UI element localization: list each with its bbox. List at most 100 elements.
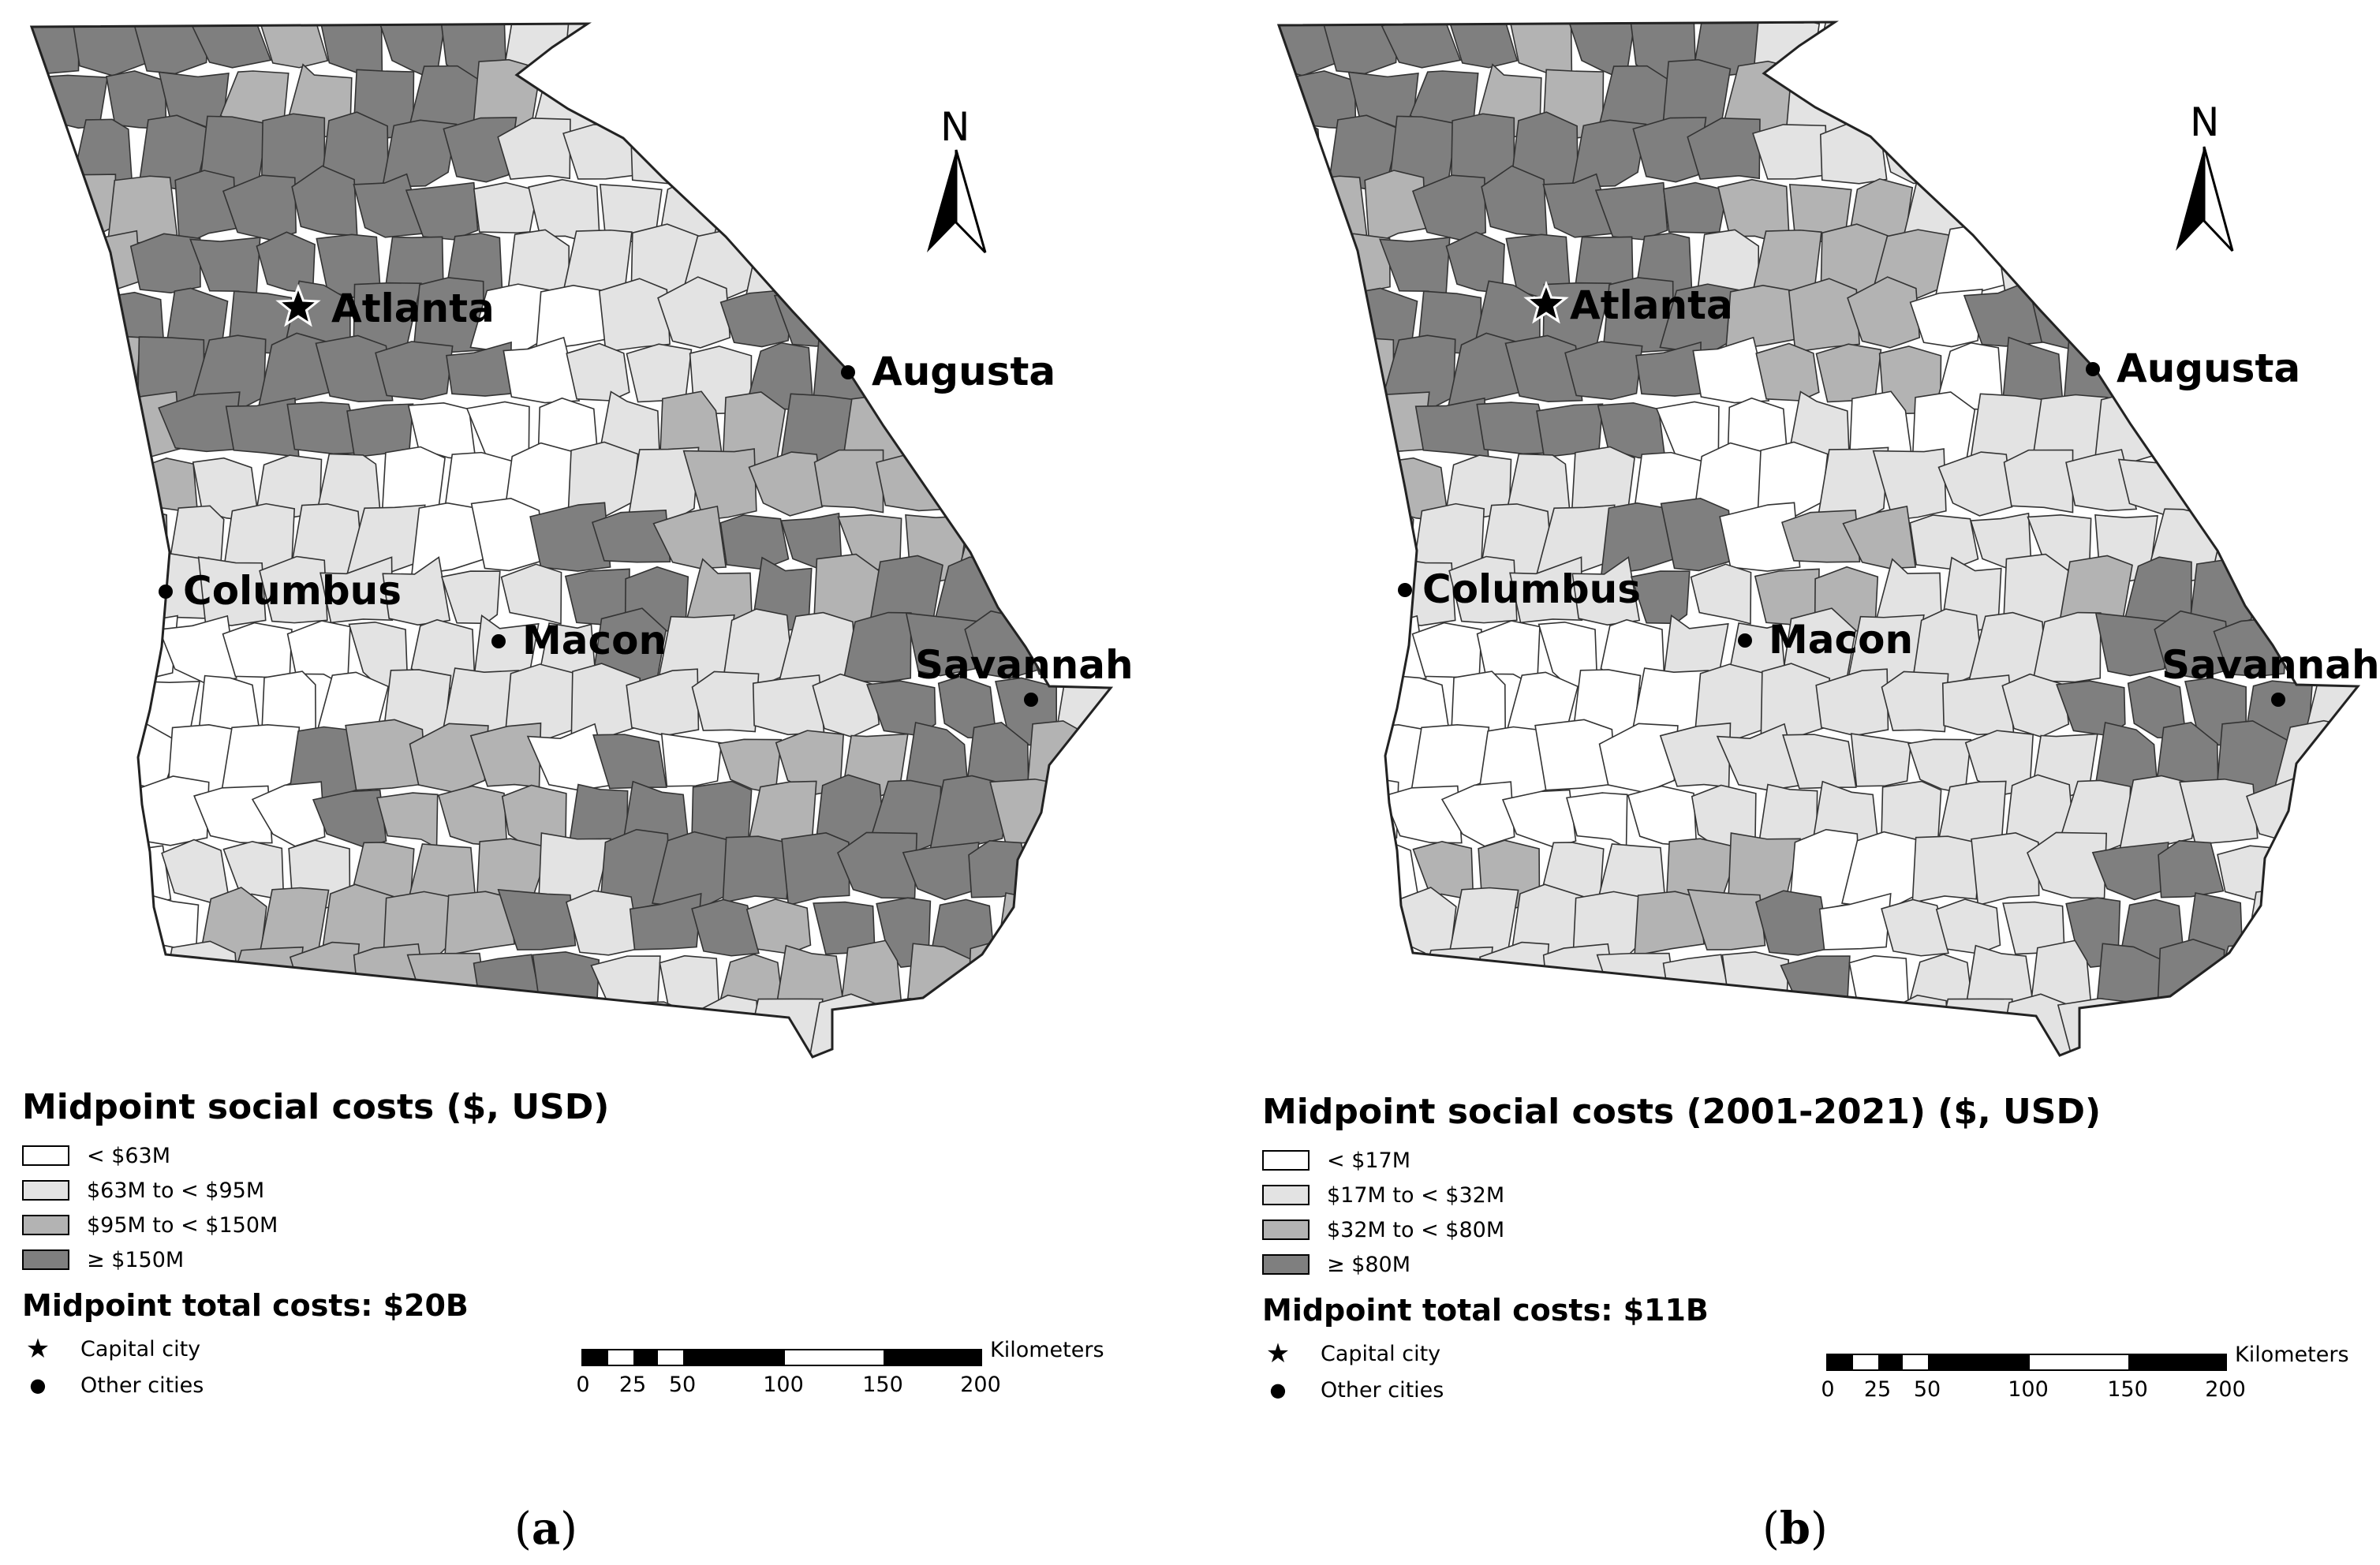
county xyxy=(44,943,112,1024)
county xyxy=(1279,230,1331,292)
county xyxy=(1441,1009,1511,1055)
legend-item: $95M to < $150M xyxy=(22,1208,609,1242)
county xyxy=(1084,167,1111,242)
city-label-savannah: Savannah xyxy=(2161,642,2379,688)
county xyxy=(744,224,827,302)
county xyxy=(722,835,792,904)
county xyxy=(106,175,178,244)
county xyxy=(32,559,89,638)
county xyxy=(777,65,854,129)
county xyxy=(69,996,148,1057)
county xyxy=(1941,674,2015,736)
county xyxy=(1909,514,1979,570)
county xyxy=(1060,24,1111,69)
county xyxy=(991,24,1072,74)
county xyxy=(1279,118,1323,195)
county xyxy=(2158,840,2225,898)
county xyxy=(931,24,1009,75)
paren-close: ) xyxy=(1810,1503,1828,1555)
county xyxy=(312,1009,383,1057)
paren-open: ( xyxy=(1762,1503,1780,1555)
total-costs: Midpoint total costs: $11B xyxy=(1262,1293,1709,1328)
county xyxy=(904,390,980,465)
county xyxy=(1694,1004,1758,1055)
county xyxy=(1780,955,1851,1011)
county xyxy=(1318,891,1389,969)
county xyxy=(1279,682,1329,745)
capital-label: Capital city xyxy=(80,1336,201,1361)
county xyxy=(592,510,671,563)
county xyxy=(964,291,1029,358)
county xyxy=(660,733,723,787)
county xyxy=(932,996,1007,1057)
city-augusta: Augusta xyxy=(2086,345,2300,391)
county xyxy=(222,622,293,678)
county xyxy=(2308,22,2358,71)
city-columbus: Columbus xyxy=(1398,566,1641,612)
county xyxy=(1279,842,1303,896)
county xyxy=(875,24,947,79)
county xyxy=(1057,333,1111,412)
city-savannah: Savannah xyxy=(915,642,1134,707)
county xyxy=(2028,166,2109,253)
map-legend: Midpoint social costs ($, USD) < $63M $6… xyxy=(22,1087,609,1403)
legend-swatch xyxy=(1262,1150,1310,1171)
county xyxy=(2270,498,2339,582)
county xyxy=(813,449,884,514)
county xyxy=(868,124,933,197)
county xyxy=(1058,556,1111,633)
county xyxy=(1721,951,1790,1012)
county xyxy=(473,181,539,233)
county xyxy=(1113,560,1190,629)
county xyxy=(132,24,211,75)
county xyxy=(161,839,230,904)
county xyxy=(967,938,1036,1025)
county xyxy=(2064,22,2137,79)
county xyxy=(1290,505,1358,582)
legend-other-cities: ● Other cities xyxy=(22,1367,609,1403)
north-arrow-icon: N xyxy=(2176,99,2234,252)
county xyxy=(659,954,721,1026)
county xyxy=(1279,22,1339,77)
county xyxy=(44,514,107,579)
county xyxy=(2026,831,2108,899)
county xyxy=(1202,902,1267,966)
county xyxy=(999,455,1060,512)
county xyxy=(2247,556,2321,633)
county xyxy=(592,734,667,790)
county xyxy=(2276,939,2356,1018)
county xyxy=(1091,68,1111,137)
county xyxy=(1292,845,1362,905)
scale-bar-graphic xyxy=(581,1349,982,1366)
city-label-savannah: Savannah xyxy=(915,642,1134,688)
county xyxy=(2308,1008,2358,1055)
county xyxy=(2310,782,2358,842)
county xyxy=(1024,173,1103,250)
county xyxy=(1819,123,1888,185)
county xyxy=(2056,680,2126,737)
county xyxy=(500,563,562,625)
county xyxy=(2302,459,2358,519)
county xyxy=(32,682,73,736)
county xyxy=(749,24,823,86)
county xyxy=(1205,333,1276,413)
county xyxy=(1752,124,1828,180)
paren-open: ( xyxy=(514,1503,532,1555)
county xyxy=(2181,995,2256,1055)
county xyxy=(38,721,106,801)
county xyxy=(995,892,1054,969)
county xyxy=(652,505,727,570)
county xyxy=(440,570,501,625)
county xyxy=(689,24,765,84)
county xyxy=(1148,842,1190,909)
county xyxy=(2310,231,2358,297)
county xyxy=(445,1009,499,1057)
county xyxy=(1148,394,1190,461)
county xyxy=(1351,839,1420,904)
county xyxy=(1687,888,1766,951)
county xyxy=(1121,784,1190,841)
county xyxy=(1448,22,1519,69)
legend-label: $32M to < $80M xyxy=(1327,1217,1505,1242)
paren-close: ) xyxy=(560,1503,578,1555)
scale-tick: 100 xyxy=(2008,1377,2049,1402)
